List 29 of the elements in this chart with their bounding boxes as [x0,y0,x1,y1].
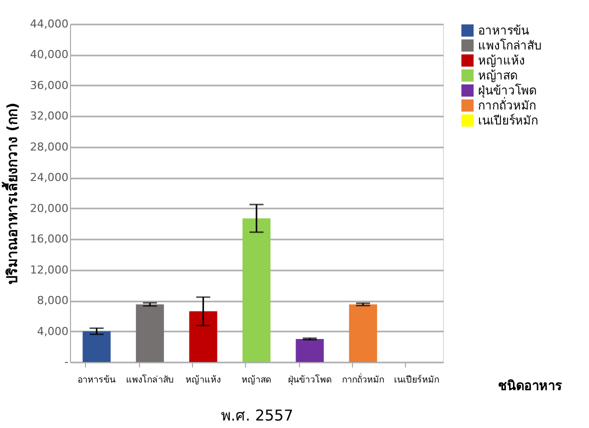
legend-label: อาหารข้น [478,24,529,38]
y-tick-label: 40,000 [30,48,68,62]
x-tick-label: ฝุ่นข้าวโพด [288,374,332,386]
y-tick-label: - [64,356,69,368]
y-tick-label: 12,000 [30,263,68,276]
legend-label: เนเปียร์หมัก [478,114,538,128]
legend-label: หญ้าสด [478,68,518,82]
legend-label: แพงโกล่าสับ [478,38,542,52]
x-axis-title: พ.ศ. 2557 [220,406,294,424]
y-tick-label: 20,000 [30,202,68,215]
y-axis-title: ปริมาณอาหารเลี้ยงกวาง (กก) [1,102,22,284]
y-tick-label: 44,000 [30,18,68,30]
text: ชนิดอาหาร [498,379,562,394]
y-tick-label: 4,000 [37,324,68,338]
y-tick-label: 16,000 [30,232,68,246]
legend-label: กากถั่วหมัก [478,96,536,112]
y-tick-label: 8,000 [37,294,68,308]
x-tick-label: เนเปียร์หมัก [394,374,439,386]
x-tick-label: หญ้าแห้ง [186,374,221,386]
y-tick-label: 24,000 [30,171,68,184]
x-tick-label: อาหารข้น [78,374,116,386]
y-tick-label: 36,000 [30,78,68,92]
x-tick-label: แพงโกล่าสับ [126,374,174,386]
y-tick-label: 28,000 [30,140,68,154]
x-tick-label: หญ้าสด [242,374,272,386]
legend-label: ฝุ่นข้าวโพด [478,84,537,98]
x-tick-label: กากถั่วหมัก [342,372,384,386]
y-tick-label: 32,000 [30,110,68,123]
legend-label: หญ้าแห้ง [478,54,525,68]
